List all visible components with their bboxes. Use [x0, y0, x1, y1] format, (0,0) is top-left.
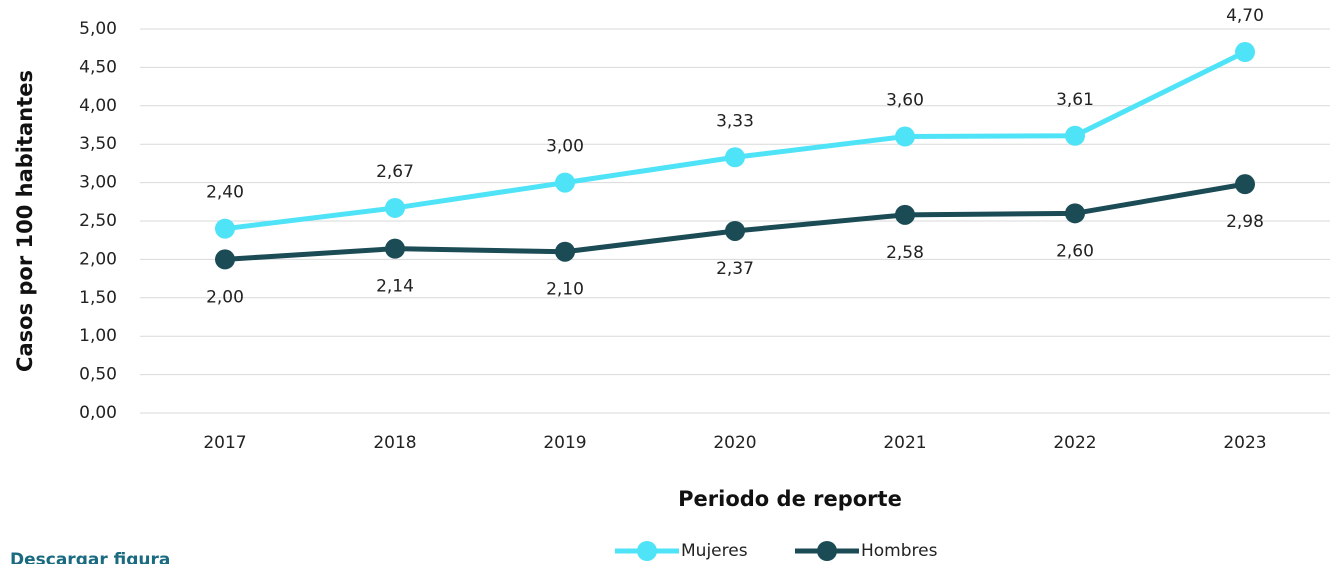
- x-tick-label: 2021: [883, 433, 926, 453]
- legend-label: Hombres: [861, 541, 938, 561]
- marker: [385, 238, 405, 259]
- x-axis-title: Periodo de reporte: [678, 487, 902, 511]
- data-label: 3,33: [716, 111, 754, 131]
- y-tick-label: 4,50: [79, 57, 117, 77]
- marker: [1235, 42, 1255, 63]
- data-label: 2,67: [376, 162, 414, 182]
- marker: [1065, 203, 1085, 224]
- marker: [215, 249, 235, 270]
- data-label: 2,98: [1226, 212, 1264, 232]
- marker: [555, 172, 575, 193]
- marker: [555, 241, 575, 262]
- marker: [1235, 174, 1255, 195]
- series-line: [224, 49, 1247, 232]
- y-tick-label: 0,50: [79, 365, 117, 385]
- data-label: 2,60: [1056, 241, 1094, 261]
- x-tick-label: 2018: [373, 433, 416, 453]
- data-label: 2,14: [376, 277, 414, 297]
- data-label: 3,00: [546, 137, 584, 157]
- y-tick-label: 4,00: [79, 96, 117, 116]
- x-tick-label: 2020: [713, 433, 756, 453]
- legend-marker: [637, 541, 657, 561]
- data-label: 3,61: [1056, 90, 1094, 110]
- y-tick-label: 3,50: [79, 134, 117, 154]
- marker: [725, 147, 745, 168]
- x-tick-label: 2017: [203, 433, 246, 453]
- data-label: 2,10: [546, 280, 584, 300]
- x-tick-label: 2023: [1223, 433, 1266, 453]
- y-tick-label: 1,50: [79, 288, 117, 308]
- legend-marker: [817, 541, 837, 561]
- marker: [895, 204, 915, 225]
- x-tick-label: 2019: [543, 433, 586, 453]
- data-label: 3,60: [886, 91, 924, 111]
- download-link[interactable]: Descargar figura: [10, 550, 170, 564]
- y-tick-label: 1,00: [79, 326, 117, 346]
- y-tick-label: 2,50: [79, 211, 117, 231]
- data-label: 2,00: [206, 287, 244, 307]
- y-tick-label: 3,00: [79, 173, 117, 193]
- marker: [725, 220, 745, 241]
- data-label: 2,37: [716, 259, 754, 279]
- y-tick-label: 0,00: [79, 403, 117, 423]
- data-label: 2,40: [206, 183, 244, 203]
- x-tick-label: 2022: [1053, 433, 1096, 453]
- marker: [1065, 125, 1085, 146]
- marker: [385, 197, 405, 218]
- data-label: 2,58: [886, 243, 924, 263]
- y-tick-label: 5,00: [79, 19, 117, 39]
- legend-label: Mujeres: [681, 541, 748, 561]
- y-axis-title: Casos por 100 habitantes: [13, 70, 37, 372]
- marker: [895, 126, 915, 147]
- data-label: 4,70: [1226, 6, 1264, 26]
- y-tick-label: 2,00: [79, 249, 117, 269]
- marker: [215, 218, 235, 239]
